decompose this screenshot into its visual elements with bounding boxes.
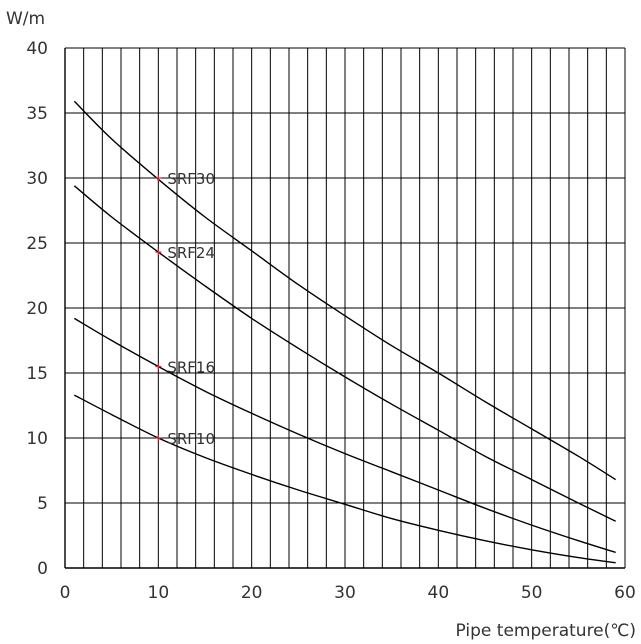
series-label-srf16: SRF16 <box>167 359 215 377</box>
series-label-srf10: SRF10 <box>167 430 215 448</box>
y-tick-label: 30 <box>26 169 48 189</box>
y-tick-label: 20 <box>26 299 48 319</box>
series-curves: SRF30 SRF24 SRF16 SRF10 <box>73 100 617 564</box>
x-tick-label: 60 <box>614 583 636 603</box>
y-tick-label: 40 <box>26 39 48 59</box>
series-label-srf30: SRF30 <box>167 170 215 188</box>
y-tick-label: 10 <box>26 429 48 449</box>
y-tick-label: 5 <box>37 494 48 514</box>
x-tick-label: 20 <box>241 583 263 603</box>
x-tick-label: 40 <box>428 583 450 603</box>
y-tick-label: 0 <box>37 559 48 579</box>
axis-ticks: 0 10 20 30 40 50 60 0 5 10 15 20 25 30 35 40 <box>26 39 635 603</box>
grid-lines <box>64 47 626 569</box>
x-tick-label: 10 <box>148 583 170 603</box>
x-axis-label: Pipe temperature(℃) <box>456 621 636 641</box>
y-tick-label: 25 <box>26 234 48 254</box>
y-axis-label: W/m <box>6 9 45 29</box>
x-tick-label: 50 <box>521 583 543 603</box>
y-tick-label: 35 <box>26 104 48 124</box>
x-tick-label: 30 <box>334 583 356 603</box>
x-tick-label: 0 <box>60 583 71 603</box>
series-label-srf24: SRF24 <box>167 244 215 262</box>
y-tick-label: 15 <box>26 364 48 384</box>
